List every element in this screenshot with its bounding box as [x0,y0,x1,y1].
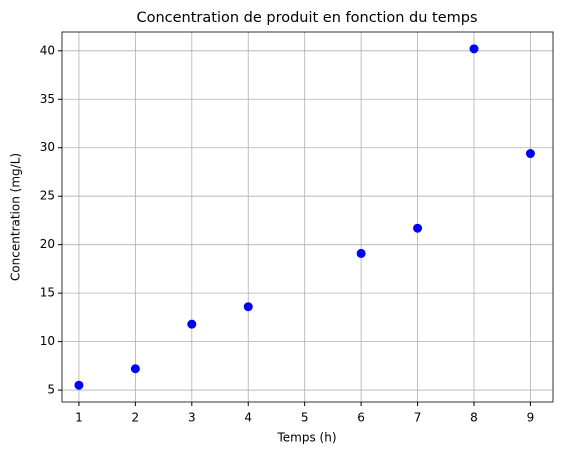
point [413,223,423,233]
point [243,302,253,312]
x-tick-label: 5 [301,411,309,425]
y-tick-label: 15 [40,286,55,300]
point [469,44,479,54]
x-tick-label: 1 [75,411,83,425]
y-tick-label: 5 [47,383,55,397]
x-tick-label: 6 [357,411,365,425]
x-tick-label: 8 [470,411,478,425]
y-tick-label: 25 [40,189,55,203]
plot-frame [61,31,554,403]
point [525,149,535,159]
x-tick-label: 2 [132,411,140,425]
x-tick-label: 9 [527,411,535,425]
y-tick-label: 40 [40,43,55,57]
point [187,319,197,329]
y-tick-label: 20 [40,237,55,251]
x-tick-label: 3 [188,411,196,425]
x-axis-label: Temps (h) [276,431,336,445]
y-tick-label: 30 [40,140,55,154]
y-tick-label: 10 [40,334,55,348]
x-tick-label: 7 [414,411,422,425]
point [74,380,84,390]
point [356,248,366,258]
x-tick-label: 4 [244,411,252,425]
y-axis-label: Concentration (mg/L) [9,153,23,281]
y-tick-label: 35 [40,92,55,106]
chart-title: Concentration de produit en fonction du … [136,10,477,26]
point [130,364,140,374]
